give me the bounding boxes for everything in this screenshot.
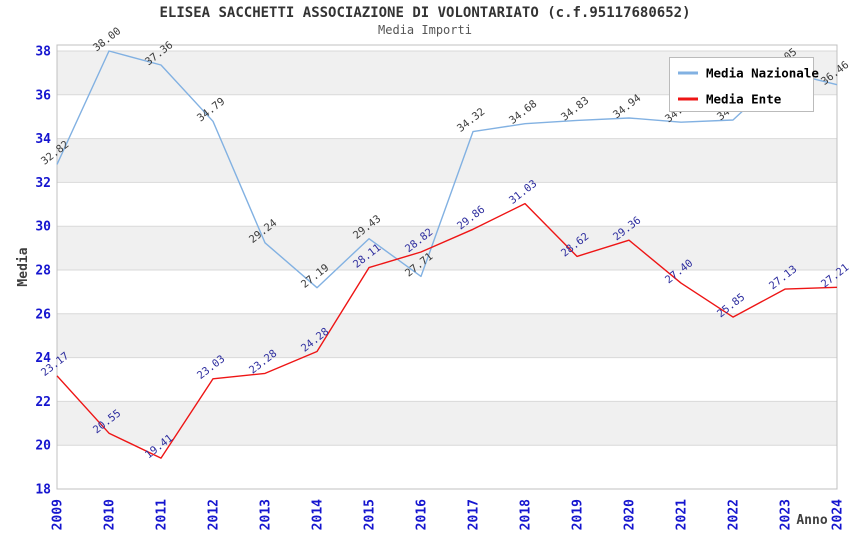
x-tick-label-2014: 2014 <box>311 499 326 530</box>
x-tick-label-2021: 2021 <box>675 499 690 530</box>
x-axis-title: Anno <box>796 513 827 528</box>
y-tick-label: 20 <box>35 439 51 454</box>
x-tick-label-2016: 2016 <box>415 499 430 530</box>
y-tick-label: 24 <box>35 351 51 366</box>
x-tick-label-2017: 2017 <box>467 499 482 530</box>
y-tick-label: 28 <box>35 264 51 279</box>
y-tick-label: 38 <box>35 45 51 60</box>
y-tick-label: 26 <box>35 307 51 322</box>
plot-band <box>57 226 837 270</box>
legend-box <box>669 57 814 112</box>
x-tick-label-2012: 2012 <box>207 499 222 530</box>
x-tick-label-2020: 2020 <box>623 499 638 530</box>
plot-bands <box>57 51 837 446</box>
y-tick-label: 34 <box>35 132 51 147</box>
x-tick-label-2015: 2015 <box>363 499 378 530</box>
y-tick-label: 32 <box>35 176 51 191</box>
legend-label-nazionale: Media Nazionale <box>706 66 819 81</box>
x-tick-label-2010: 2010 <box>103 499 118 530</box>
y-tick-label: 18 <box>35 483 51 498</box>
series-line-media-nazionale <box>56 50 838 289</box>
plot-band <box>57 401 837 446</box>
chart-title: ELISEA SACCHETTI ASSOCIAZIONE DI VOLONTA… <box>159 5 690 21</box>
data-label-nazionale-2010: 38.00 <box>91 25 123 54</box>
x-tick-label-2013: 2013 <box>259 499 274 530</box>
plot-border <box>56 44 838 490</box>
x-tick-label-2024: 2024 <box>831 499 846 530</box>
y-tick-label: 22 <box>35 395 51 410</box>
legend-label-ente: Media Ente <box>706 92 782 107</box>
y-tick-label: 36 <box>35 88 51 103</box>
y-axis-title: Media <box>16 247 31 286</box>
legend: Media Nazionale Media Ente <box>669 57 819 112</box>
x-tick-label-2023: 2023 <box>779 499 794 530</box>
plot-band <box>57 138 837 183</box>
data-label-nazionale-2019: 34.83 <box>559 95 591 124</box>
x-tick-label-2009: 2009 <box>51 499 66 530</box>
series-lines <box>56 50 838 459</box>
x-axis-tick-labels: 2009 2010 2011 2012 2013 2014 2015 2016 2017 2018… <box>51 499 846 530</box>
data-label-nazionale-2020: 34.94 <box>611 92 643 121</box>
series-line-media-ente <box>56 202 838 459</box>
x-tick-label-2011: 2011 <box>155 499 170 530</box>
y-tick-label: 30 <box>35 220 51 235</box>
x-tick-label-2019: 2019 <box>571 499 586 530</box>
chart-subtitle: Media Importi <box>378 23 472 37</box>
gridlines <box>57 50 837 490</box>
y-axis-tick-labels: 18 20 22 24 26 28 30 32 34 36 38 <box>35 45 51 498</box>
x-tick-label-2018: 2018 <box>519 499 534 530</box>
x-tick-label-2022: 2022 <box>727 499 742 530</box>
plot-band <box>57 313 837 358</box>
